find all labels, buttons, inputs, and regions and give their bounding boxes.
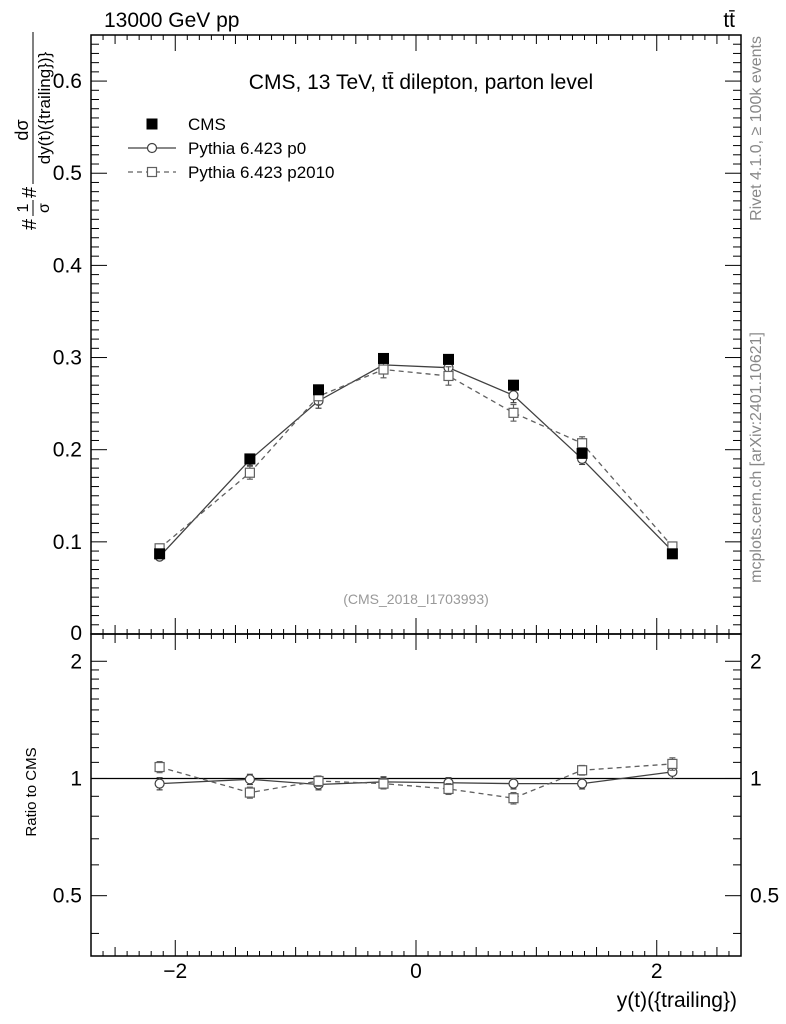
legend: CMS Pythia 6.423 p0 Pythia 6.423 p2010 [128,115,335,182]
data-point [508,390,519,401]
ratio-y-tick-label: 2 [70,650,82,673]
top-panel-data [154,352,678,562]
y-axis-label-frac2-num: dσ [12,119,32,140]
data-point [244,453,256,465]
series-cms [154,352,678,560]
data-point [443,783,454,795]
y-axis-label-frac1-den: σ [36,203,53,213]
y-axis-label-hash2: # [19,186,41,198]
y-tick-label: 0.3 [53,347,82,370]
y-axis-label-frac1-num: 1 [15,203,32,212]
ratio-y-tick-label: 1 [70,767,82,790]
data-point [508,793,519,804]
x-tick-label: 0 [410,960,422,983]
y-tick-label: 0.6 [53,70,82,93]
x-tick-label: 2 [651,960,663,983]
data-point [244,787,255,798]
x-axis-label: y(t)({trailing}) [617,989,737,1012]
legend-label: Pythia 6.423 p2010 [188,163,335,182]
y-tick-label: 0.4 [53,254,83,277]
data-point [244,467,255,478]
data-point [508,778,519,789]
series-line [159,368,673,549]
y-axis-label-frac2-den: dy(t)({trailing})} [35,51,54,164]
legend-entry: Pythia 6.423 p0 [128,139,306,158]
y-tick-label: 0.2 [53,439,82,462]
legend-label: CMS [188,115,226,134]
ratio-y-tick-label-right: 1 [750,767,762,790]
data-point [577,778,588,789]
data-point [666,548,678,560]
data-point [313,775,324,787]
ratio-y-tick-label: 0.5 [53,885,82,908]
data-point [154,548,166,560]
ratio-y-tick-label-right: 0.5 [750,885,779,908]
data-point [154,778,165,789]
ratio-panel-ticks: −2 0 2 0.5 0.5 1 1 2 2 [53,634,779,983]
data-point [146,142,158,154]
data-point [443,353,454,365]
data-point [508,407,519,418]
legend-entry: CMS [146,115,226,134]
data-point [576,447,588,459]
x-tick-label: −2 [163,960,187,983]
y-axis-label-hash1: # [19,218,41,230]
top-panel-ticks: 0.1 0.2 0.3 0.4 0.5 0.6 0 [53,34,742,645]
data-point [378,364,389,375]
data-point [508,379,519,391]
series-pythia-6-423-p0 [154,356,678,562]
rivet-label: Rivet 4.1.0, ≥ 100k events [748,36,765,221]
ratio-panel-frame [90,633,742,957]
legend-label: Pythia 6.423 p0 [188,139,306,158]
analysis-watermark: (CMS_2018_I1703993) [343,591,489,607]
data-point [378,352,389,364]
ratio-y-tick-label-right: 2 [750,650,762,673]
chart-title: CMS, 13 TeV, tt̄ dilepton, parton level [249,71,593,94]
series-line [159,364,673,558]
data-point [443,370,454,382]
data-point [244,774,255,785]
series-pythia-6-423-p2010 [154,360,678,554]
ratio-panel-data [154,757,678,805]
y-tick-label: 0.1 [53,531,82,554]
data-point [313,384,324,396]
series-line [159,763,673,799]
y-tick-label-zero: 0 [70,622,82,645]
y-axis-label: # 1 σ # dσ dy(t)({trailing})} [12,32,54,230]
header-left: 13000 GeV pp [104,9,239,32]
data-point [577,438,588,449]
mcplots-label: mcplots.cern.ch [arXiv:2401.10621] [748,332,765,583]
data-point [146,166,158,178]
series-line [159,771,673,786]
y-tick-label: 0.5 [53,162,82,185]
header-right: tt̄ [723,9,735,32]
data-point [154,761,165,773]
data-point [146,118,158,130]
data-point [378,778,389,789]
data-point [577,765,588,776]
data-point [667,758,678,770]
ratio-y-axis-label: Ratio to CMS [23,747,40,836]
series-pythia-6-423-p2010 [154,757,678,805]
legend-entry: Pythia 6.423 p2010 [128,163,335,182]
